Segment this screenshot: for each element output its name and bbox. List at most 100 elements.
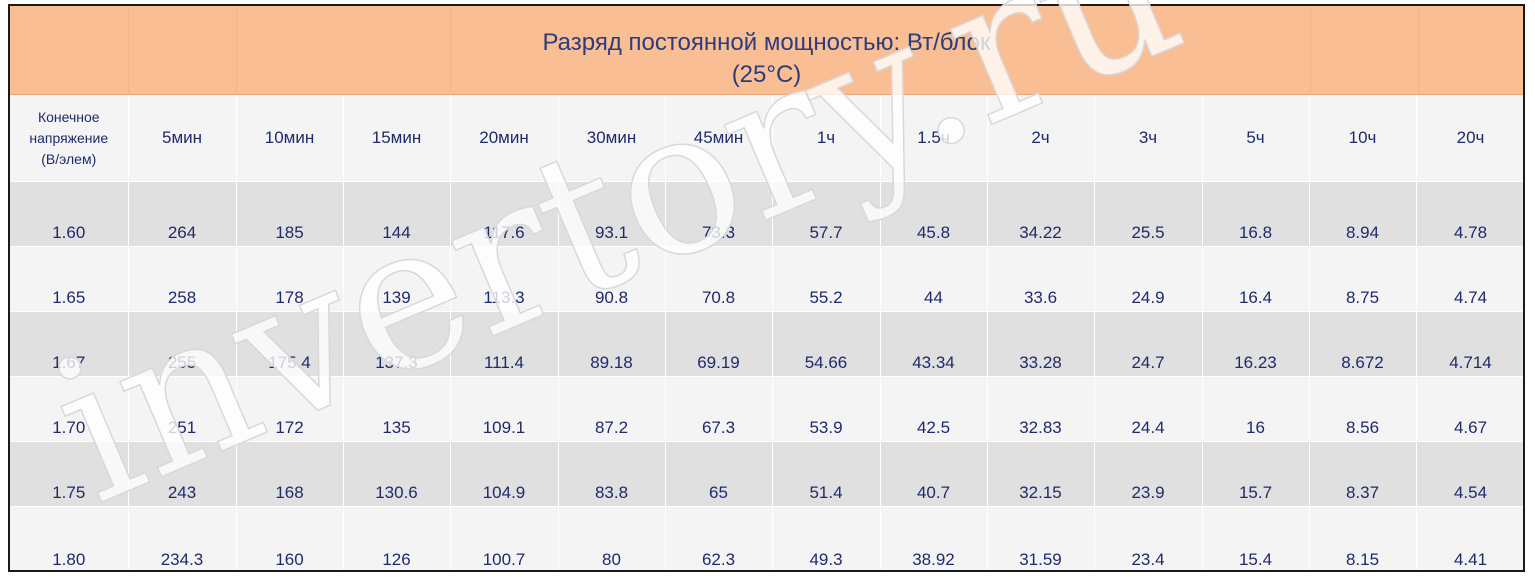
voltage-cell: 1.75 xyxy=(10,441,129,507)
power-value-cell: 160 xyxy=(236,506,344,570)
power-value-cell: 70.8 xyxy=(665,246,773,312)
power-value-cell: 8.672 xyxy=(1309,311,1417,377)
power-value-cell: 130.6 xyxy=(343,441,451,507)
power-value-cell: 23.9 xyxy=(1094,441,1203,507)
power-value-cell: 4.54 xyxy=(1416,441,1523,507)
power-value-cell: 185 xyxy=(236,181,344,247)
column-header-cell: 20ч xyxy=(1416,95,1523,182)
power-value-cell: 117.6 xyxy=(450,181,559,247)
power-value-cell: 40.7 xyxy=(880,441,988,507)
power-value-cell: 100.7 xyxy=(450,506,559,570)
power-value-cell: 53.9 xyxy=(772,376,881,442)
power-value-cell: 67.3 xyxy=(665,376,773,442)
power-value-cell: 113.3 xyxy=(450,246,559,312)
column-header-cell: 5ч xyxy=(1202,95,1310,182)
header-divider xyxy=(1310,6,1311,95)
column-header-cell: 2ч xyxy=(987,95,1095,182)
column-header-cell: 30мин xyxy=(558,95,666,182)
column-header-row: Конечное напряжение (В/элем) 5мин 10мин 15… xyxy=(10,95,1523,182)
power-value-cell: 234.3 xyxy=(128,506,237,570)
power-value-cell: 83.8 xyxy=(558,441,666,507)
corner-label-line: напряжение xyxy=(29,129,109,146)
power-value-cell: 139 xyxy=(343,246,451,312)
table-header: Разряд постоянной мощностью: Вт/блок (25… xyxy=(10,6,1523,95)
power-value-cell: 24.4 xyxy=(1094,376,1203,442)
power-value-cell: 57.7 xyxy=(772,181,881,247)
power-value-cell: 90.8 xyxy=(558,246,666,312)
power-value-cell: 89.18 xyxy=(558,311,666,377)
power-value-cell: 44 xyxy=(880,246,988,312)
power-value-cell: 109.1 xyxy=(450,376,559,442)
power-value-cell: 65 xyxy=(665,441,773,507)
header-divider xyxy=(1418,6,1419,95)
voltage-column-header: Конечное напряжение (В/элем) xyxy=(10,95,129,182)
power-value-cell: 54.66 xyxy=(772,311,881,377)
table-row: 1.80 234.3 160 126 100.7 80 62.3 49.3 38.92 31.59… xyxy=(10,506,1523,570)
power-value-cell: 243 xyxy=(128,441,237,507)
power-value-cell: 73.3 xyxy=(665,181,773,247)
power-value-cell: 32.15 xyxy=(987,441,1095,507)
column-header-cell: 3ч xyxy=(1094,95,1203,182)
power-value-cell: 24.9 xyxy=(1094,246,1203,312)
power-value-cell: 258 xyxy=(128,246,237,312)
voltage-cell: 1.80 xyxy=(10,506,129,570)
power-value-cell: 80 xyxy=(558,506,666,570)
table-title: Разряд постоянной мощностью: Вт/блок xyxy=(542,29,991,56)
power-value-cell: 8.94 xyxy=(1309,181,1417,247)
discharge-table-frame: Разряд постоянной мощностью: Вт/блок (25… xyxy=(8,4,1525,572)
column-header-cell: 45мин xyxy=(665,95,773,182)
power-value-cell: 4.78 xyxy=(1416,181,1523,247)
power-value-cell: 49.3 xyxy=(772,506,881,570)
power-value-cell: 8.75 xyxy=(1309,246,1417,312)
column-header-cell: 5мин xyxy=(128,95,237,182)
column-header-cell: 10мин xyxy=(236,95,344,182)
power-value-cell: 62.3 xyxy=(665,506,773,570)
power-discharge-table: Конечное напряжение (В/элем) 5мин 10мин 15… xyxy=(10,95,1523,570)
table-row: 1.75 243 168 130.6 104.9 83.8 65 51.4 40.7 32.15 2… xyxy=(10,441,1523,507)
power-value-cell: 4.714 xyxy=(1416,311,1523,377)
power-value-cell: 34.22 xyxy=(987,181,1095,247)
power-value-cell: 126 xyxy=(343,506,451,570)
power-value-cell: 8.15 xyxy=(1309,506,1417,570)
header-divider xyxy=(236,6,237,95)
power-value-cell: 104.9 xyxy=(450,441,559,507)
column-header-cell: 20мин xyxy=(450,95,559,182)
voltage-cell: 1.67 xyxy=(10,311,129,377)
corner-label-line: Конечное xyxy=(37,108,100,125)
power-value-cell: 42.5 xyxy=(880,376,988,442)
power-value-cell: 8.37 xyxy=(1309,441,1417,507)
header-divider xyxy=(128,6,129,95)
power-value-cell: 135 xyxy=(343,376,451,442)
power-value-cell: 51.4 xyxy=(772,441,881,507)
power-value-cell: 32.83 xyxy=(987,376,1095,442)
power-value-cell: 264 xyxy=(128,181,237,247)
power-value-cell: 8.56 xyxy=(1309,376,1417,442)
column-header-cell: 1ч xyxy=(772,95,881,182)
table-row: 1.70 251 172 135 109.1 87.2 67.3 53.9 42.5 32.83 2… xyxy=(10,376,1523,442)
power-value-cell: 33.6 xyxy=(987,246,1095,312)
power-value-cell: 16.4 xyxy=(1202,246,1310,312)
voltage-cell: 1.60 xyxy=(10,181,129,247)
power-value-cell: 93.1 xyxy=(558,181,666,247)
power-value-cell: 175.4 xyxy=(236,311,344,377)
power-value-cell: 24.7 xyxy=(1094,311,1203,377)
power-value-cell: 168 xyxy=(236,441,344,507)
voltage-cell: 1.65 xyxy=(10,246,129,312)
power-value-cell: 137.3 xyxy=(343,311,451,377)
power-value-cell: 16 xyxy=(1202,376,1310,442)
power-value-cell: 16.23 xyxy=(1202,311,1310,377)
table-subtitle: (25°C) xyxy=(731,61,802,88)
power-value-cell: 31.59 xyxy=(987,506,1095,570)
power-value-cell: 4.41 xyxy=(1416,506,1523,570)
power-value-cell: 4.74 xyxy=(1416,246,1523,312)
power-value-cell: 23.4 xyxy=(1094,506,1203,570)
power-value-cell: 255 xyxy=(128,311,237,377)
voltage-cell: 1.70 xyxy=(10,376,129,442)
power-value-cell: 45.8 xyxy=(880,181,988,247)
power-value-cell: 111.4 xyxy=(450,311,559,377)
column-header-cell: 1.5ч xyxy=(880,95,988,182)
power-value-cell: 69.19 xyxy=(665,311,773,377)
table-row: 1.65 258 178 139 113.3 90.8 70.8 55.2 44 33.6 24.9… xyxy=(10,246,1523,312)
power-value-cell: 144 xyxy=(343,181,451,247)
table-row: 1.60 264 185 144 117.6 93.1 73.3 57.7 45.8 34.22 2… xyxy=(10,181,1523,247)
